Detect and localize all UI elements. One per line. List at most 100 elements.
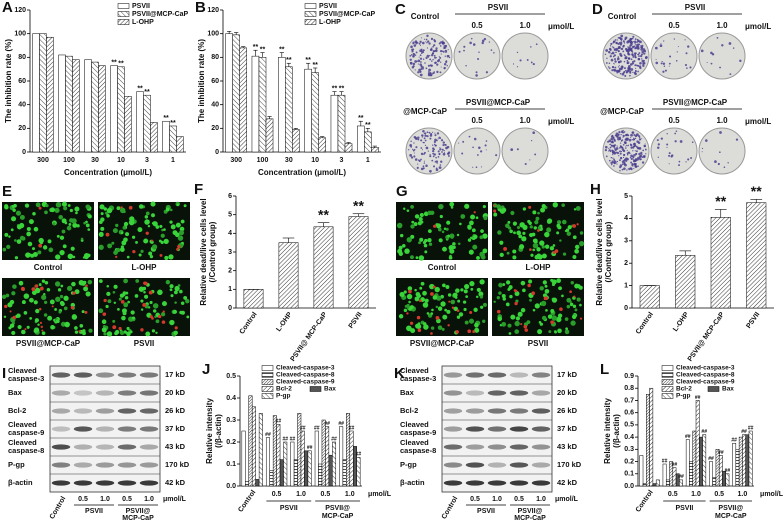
y-tick-label: 0.0 bbox=[226, 483, 236, 490]
colony bbox=[666, 146, 668, 149]
significance: ## bbox=[356, 452, 362, 458]
unit-label: μmol/L bbox=[163, 496, 187, 503]
colony bbox=[640, 151, 643, 155]
live-cell bbox=[447, 293, 452, 297]
colony-plate bbox=[501, 127, 549, 175]
colony bbox=[614, 66, 617, 69]
live-cell bbox=[106, 285, 110, 288]
live-cell bbox=[479, 279, 485, 285]
live-cell bbox=[429, 283, 435, 290]
colony bbox=[614, 148, 617, 152]
colony bbox=[429, 153, 431, 156]
colony bbox=[435, 144, 437, 147]
colony bbox=[728, 42, 732, 45]
live-cell bbox=[160, 312, 166, 317]
colony bbox=[610, 53, 613, 55]
live-cell bbox=[404, 248, 410, 254]
significance: ## bbox=[331, 436, 337, 442]
size-label: 170 kD bbox=[557, 460, 582, 469]
bar bbox=[117, 66, 125, 153]
live-cell bbox=[556, 223, 561, 228]
legend-label: PSVII bbox=[319, 3, 337, 10]
colony bbox=[622, 134, 625, 138]
blot-band bbox=[139, 480, 159, 486]
live-cell bbox=[28, 219, 34, 225]
live-cell bbox=[416, 324, 422, 330]
drug-label: PSVII@MCP-CaP bbox=[663, 98, 728, 107]
y-tick-label: 40 bbox=[18, 102, 26, 109]
live-cell bbox=[60, 284, 64, 288]
colony bbox=[622, 40, 625, 43]
colony bbox=[621, 148, 625, 151]
bar bbox=[318, 137, 326, 153]
image-caption: L-OHP bbox=[526, 263, 552, 272]
bar bbox=[243, 289, 264, 309]
colony bbox=[427, 73, 431, 77]
live-cell bbox=[422, 290, 427, 296]
colony bbox=[643, 145, 646, 148]
live-cell bbox=[11, 291, 16, 296]
bar bbox=[136, 91, 144, 153]
live-cell bbox=[403, 308, 408, 313]
dose-label: 0.5 bbox=[471, 21, 483, 30]
colony bbox=[485, 71, 488, 74]
bar bbox=[330, 94, 339, 153]
colony bbox=[634, 70, 637, 73]
unit-label: μmol/L bbox=[745, 22, 771, 31]
live-cell bbox=[131, 235, 136, 239]
colony bbox=[442, 141, 445, 144]
live-cell bbox=[127, 300, 130, 304]
dead-cell bbox=[162, 310, 165, 313]
blot-band bbox=[531, 390, 551, 396]
bar bbox=[241, 430, 246, 487]
bar bbox=[304, 68, 312, 153]
colony bbox=[634, 165, 638, 168]
bar bbox=[297, 413, 302, 487]
y-tick-label: 80 bbox=[18, 54, 26, 61]
live-cell bbox=[541, 315, 547, 321]
colony bbox=[420, 61, 422, 63]
colony bbox=[604, 145, 608, 149]
dead-cell bbox=[432, 285, 436, 289]
size-label: 43 kD bbox=[557, 442, 578, 451]
blot-band bbox=[73, 426, 93, 432]
group-label: PSVII@ bbox=[126, 508, 151, 515]
colony bbox=[410, 53, 413, 56]
live-cell bbox=[124, 222, 128, 226]
colony bbox=[444, 49, 447, 52]
colony bbox=[610, 140, 614, 144]
blot-band bbox=[531, 372, 551, 378]
bar bbox=[311, 72, 319, 153]
blot-band bbox=[443, 462, 463, 468]
colony bbox=[420, 158, 422, 161]
colony bbox=[443, 151, 445, 153]
bar bbox=[251, 55, 260, 153]
legend-swatch bbox=[661, 379, 674, 385]
colony bbox=[417, 159, 420, 161]
live-cell bbox=[67, 204, 71, 207]
colony bbox=[662, 70, 665, 73]
colony bbox=[442, 152, 446, 156]
significance: ## bbox=[314, 425, 320, 431]
colony bbox=[641, 50, 645, 54]
colony bbox=[621, 72, 625, 76]
dead-cell bbox=[128, 205, 133, 210]
live-cell bbox=[49, 299, 55, 305]
live-cell bbox=[125, 291, 129, 295]
size-label: 43 kD bbox=[165, 442, 186, 451]
bar bbox=[685, 439, 690, 487]
live-cell bbox=[107, 243, 113, 249]
colony bbox=[433, 44, 436, 47]
live-cell bbox=[520, 280, 526, 286]
colony-plate bbox=[698, 32, 746, 80]
live-cell bbox=[71, 314, 78, 320]
live-cell bbox=[542, 280, 547, 285]
x-tick-label: 1 bbox=[366, 157, 370, 164]
bar bbox=[84, 59, 92, 153]
live-cell bbox=[556, 220, 562, 225]
colony bbox=[435, 47, 438, 50]
colony bbox=[475, 71, 478, 74]
colony bbox=[415, 138, 417, 140]
group-label: PSVII bbox=[477, 508, 495, 515]
dead-cell bbox=[70, 305, 74, 310]
